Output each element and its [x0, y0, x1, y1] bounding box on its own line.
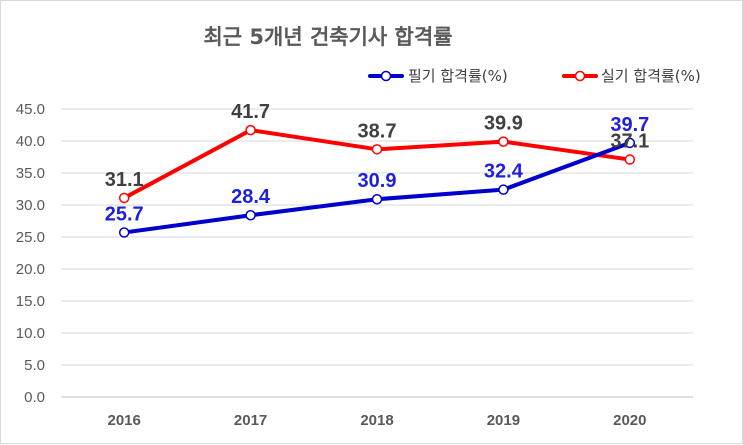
y-tick-label: 20.0 — [16, 261, 45, 278]
y-tick-label: 10.0 — [16, 325, 45, 342]
data-point — [371, 193, 383, 205]
chart-title: 최근 5개년 건축기사 합격률 — [203, 25, 452, 49]
y-tick-label: 5.0 — [24, 357, 45, 374]
series — [118, 124, 636, 238]
data-label: 30.9 — [358, 170, 397, 192]
legend-label: 필기 합격률(%) — [408, 67, 508, 85]
y-tick-label: 35.0 — [16, 165, 45, 182]
x-tick-label: 2019 — [487, 412, 520, 429]
y-tick-label: 0.0 — [24, 389, 45, 406]
data-labels: 25.7 28.4 30.9 32.4 39.7 31.1 41.7 38.7 39.9 37.1 — [105, 101, 650, 225]
y-tick-label: 25.0 — [16, 229, 45, 246]
legend-marker — [574, 70, 586, 82]
data-point — [371, 144, 383, 155]
legend: 필기 합격률(%) 실기 합격률(%) — [368, 67, 701, 85]
data-point — [118, 192, 130, 204]
y-tick-label: 15.0 — [16, 293, 45, 310]
data-point — [624, 154, 636, 165]
legend-marker — [380, 70, 392, 82]
data-label: 28.4 — [231, 186, 271, 208]
data-point — [245, 124, 256, 136]
data-point — [118, 227, 130, 238]
data-point — [498, 136, 509, 147]
x-tick-label: 2017 — [234, 412, 267, 429]
x-tick-label: 2018 — [360, 412, 393, 429]
data-label: 39.7 — [610, 114, 649, 136]
axes: 0.0 5.0 10.0 15.0 20.0 25.0 30.0 35.0 40.0 45.0 20… — [16, 101, 693, 429]
data-label: 41.7 — [231, 101, 270, 123]
data-label: 37.1 — [610, 131, 649, 153]
x-tick-label: 2020 — [613, 412, 646, 429]
data-label: 38.7 — [358, 120, 397, 142]
legend-label: 실기 합격률(%) — [601, 67, 701, 85]
y-tick-label: 30.0 — [16, 197, 45, 214]
data-point — [498, 184, 509, 195]
data-point — [245, 209, 256, 221]
data-label: 32.4 — [484, 161, 524, 183]
y-tick-label: 40.0 — [16, 133, 45, 150]
data-point — [624, 137, 636, 149]
y-tick-label: 45.0 — [16, 101, 45, 118]
gridlines — [61, 108, 693, 366]
data-label: 31.1 — [105, 169, 144, 191]
x-tick-label: 2016 — [108, 412, 141, 429]
data-label: 39.9 — [484, 113, 523, 135]
data-label: 25.7 — [105, 204, 144, 226]
